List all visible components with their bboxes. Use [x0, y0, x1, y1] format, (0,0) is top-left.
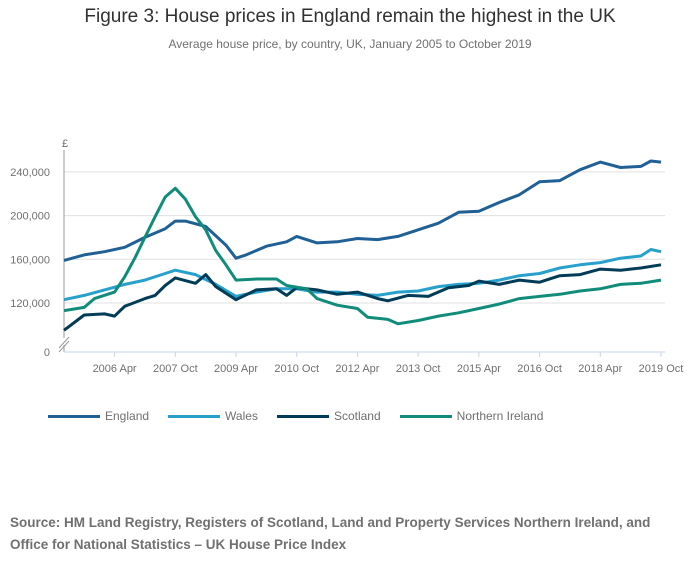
- x-tick-label: 2012 Apr: [335, 363, 379, 375]
- x-tick-label: 2016 Oct: [517, 363, 562, 375]
- legend-item[interactable]: Northern Ireland: [399, 409, 544, 423]
- x-tick-label: 2009 Apr: [214, 363, 258, 375]
- x-tick-label: 2006 Apr: [93, 363, 137, 375]
- legend-label: Northern Ireland: [456, 409, 544, 423]
- axis-break-icon: [58, 336, 70, 353]
- x-tick-label: 2015 Apr: [457, 363, 501, 375]
- y-axis-label: £: [62, 138, 68, 150]
- legend-label: England: [105, 409, 150, 423]
- x-tick-label: 2018 Apr: [578, 363, 622, 375]
- legend-label: Wales: [225, 409, 258, 423]
- legend-swatch: [48, 414, 100, 418]
- line-chart: 0 120,000 160,000 200,000 240,000 2006 Apr 200…: [10, 138, 684, 375]
- y-tick-label: 160,000: [10, 254, 50, 266]
- y-tick-label: 120,000: [10, 298, 50, 310]
- y-tick-label: 200,000: [10, 211, 50, 223]
- y-tick-label: 0: [44, 347, 50, 359]
- x-tick-label: 2013 Oct: [396, 363, 441, 375]
- legend-swatch: [168, 414, 221, 418]
- chart-title: Figure 3: House prices in England remain…: [84, 6, 616, 27]
- x-tick-label: 2019 Oct: [639, 363, 684, 375]
- legend-swatch: [276, 414, 329, 418]
- legend-label: Scotland: [333, 409, 381, 423]
- x-tick-label: 2010 Oct: [274, 363, 319, 375]
- series-line-scotland: [63, 263, 662, 332]
- series-line-northern-ireland: [63, 186, 662, 326]
- y-tick-label: 240,000: [10, 167, 50, 179]
- legend-item[interactable]: Scotland: [276, 409, 381, 423]
- source-note: Source: HM Land Registry, Registers of S…: [10, 515, 651, 552]
- chart-subtitle: Average house price, by country, UK, Jan…: [168, 37, 532, 51]
- series-line-england: [63, 159, 662, 262]
- legend: England Wales Scotland Northern Ireland: [48, 409, 562, 423]
- legend-item[interactable]: England: [48, 409, 149, 423]
- x-tick-label: 2007 Oct: [153, 363, 198, 375]
- legend-swatch: [399, 414, 452, 418]
- legend-item[interactable]: Wales: [168, 409, 258, 423]
